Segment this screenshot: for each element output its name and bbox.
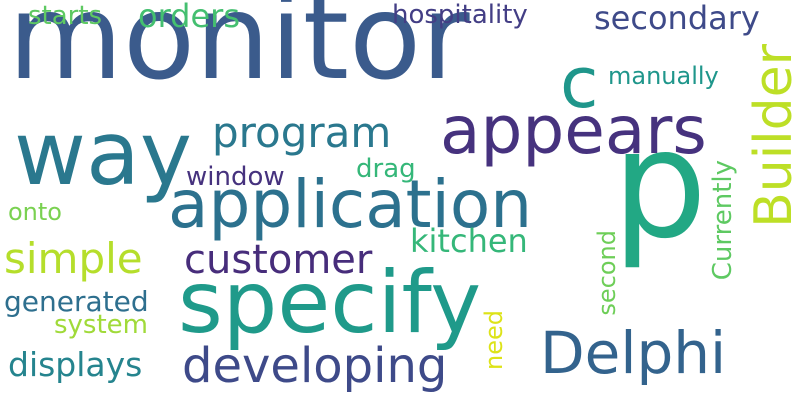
word-window: window [186,162,285,192]
word-appears: appears [440,92,707,169]
word-second: second [593,230,621,316]
word-secondary: secondary [594,0,760,37]
word-currently: Currently [708,160,738,281]
word-system: system [54,310,148,340]
word-hospitality: hospitality [392,0,528,30]
word-starts: starts [28,1,103,31]
word-application: application [168,166,533,243]
word-delphi: Delphi [540,319,727,387]
word-p: p [612,98,708,272]
word-monitor: monitor [8,0,470,106]
word-way: way [14,102,192,205]
word-orders: orders [138,0,240,35]
word-need: need [480,310,508,370]
word-builder: Builder [744,44,800,228]
word-kitchen: kitchen [410,222,528,260]
word-manually: manually [608,62,719,90]
word-program: program [212,108,392,157]
word-developing: developing [182,338,448,394]
word-customer: customer [184,237,373,283]
word-c: c [560,42,599,124]
word-onto: onto [8,198,62,226]
word-specify: specify [178,253,482,353]
word-generated: generated [4,285,149,318]
word-simple: simple [4,234,143,283]
word-displays: displays [8,345,143,384]
word-drag: drag [356,154,416,184]
